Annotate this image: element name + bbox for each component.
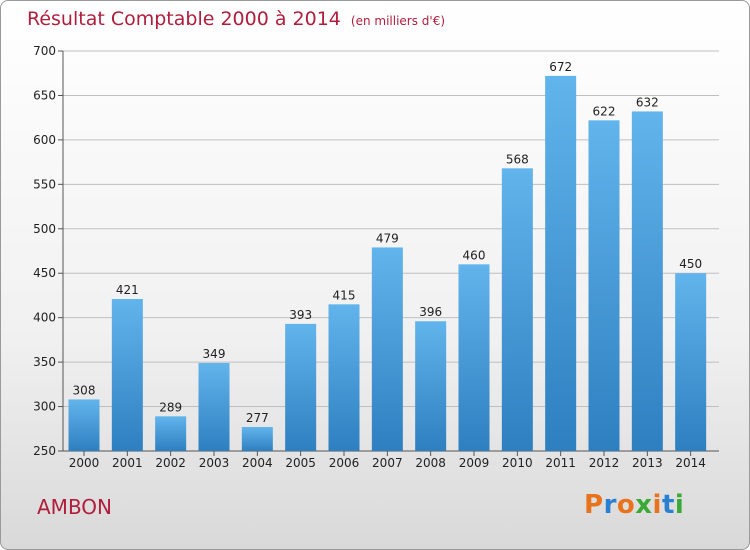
value-label-2003: 349: [203, 347, 226, 361]
x-tick-label-2011: 2011: [545, 456, 576, 470]
y-tick-label: 700: [33, 44, 56, 58]
bar-2004: [241, 427, 273, 451]
value-label-2009: 460: [463, 248, 486, 262]
y-tick-label: 500: [33, 222, 56, 236]
bar-2003: [198, 363, 230, 451]
logo-letter: o: [616, 490, 636, 520]
logo-letter: P: [584, 490, 604, 520]
logo-letter: t: [661, 490, 675, 520]
bar-2001: [111, 299, 143, 451]
x-tick-label-2010: 2010: [502, 456, 533, 470]
bar-2010: [501, 168, 533, 452]
x-tick-label-2009: 2009: [459, 456, 490, 470]
bar-2013: [631, 111, 663, 451]
bar-2005: [285, 323, 317, 451]
value-label-2000: 308: [73, 383, 96, 397]
proxiti-logo[interactable]: Proxiti: [584, 490, 684, 520]
x-tick-label-2006: 2006: [329, 456, 360, 470]
x-tick-label-2000: 2000: [69, 456, 100, 470]
x-tick-label-2008: 2008: [415, 456, 446, 470]
chart-unit: (en milliers d'€): [350, 14, 446, 28]
bar-2002: [155, 416, 187, 451]
x-tick-label-2007: 2007: [372, 456, 403, 470]
value-label-2007: 479: [376, 231, 399, 245]
bar-2009: [458, 264, 490, 451]
bar-2014: [675, 273, 707, 451]
data-labels: 308 421 289 349 277 393 415 479 396 460 568 672 622 6…: [73, 60, 703, 425]
y-tick-label: 300: [33, 400, 56, 414]
x-tick-label-2005: 2005: [285, 456, 316, 470]
logo-letter: x: [635, 490, 653, 520]
chart-title: Résultat Comptable 2000 à 2014 (en millie…: [27, 8, 445, 30]
logo-letter: i: [674, 490, 685, 520]
value-label-2004: 277: [246, 411, 269, 425]
bar-2008: [415, 321, 447, 451]
y-tick-label: 600: [33, 133, 56, 147]
x-tick-label-2003: 2003: [199, 456, 230, 470]
y-tick-label: 400: [33, 311, 56, 325]
chart-title-text: Résultat Comptable 2000 à 2014: [27, 8, 341, 30]
x-tick-label-2004: 2004: [242, 456, 273, 470]
value-label-2014: 450: [679, 257, 702, 271]
x-tick-label-2013: 2013: [632, 456, 663, 470]
value-label-2002: 289: [159, 400, 182, 414]
value-label-2010: 568: [506, 152, 529, 166]
bar-2011: [545, 75, 577, 451]
value-label-2011: 672: [549, 60, 572, 74]
y-tick-label: 450: [33, 266, 56, 280]
bar-2000: [68, 399, 100, 451]
y-tick-label: 350: [33, 355, 56, 369]
value-label-2006: 415: [333, 288, 356, 302]
value-label-2008: 396: [419, 305, 442, 319]
value-label-2001: 421: [116, 283, 139, 297]
bar-2012: [588, 120, 620, 451]
y-tick-label: 550: [33, 177, 56, 191]
y-tick-label: 650: [33, 88, 56, 102]
logo-letter: i: [652, 490, 662, 520]
x-tick-label-2002: 2002: [155, 456, 186, 470]
x-tick-label-2014: 2014: [675, 456, 706, 470]
logo-letter: r: [603, 490, 617, 520]
bar-2007: [371, 247, 403, 451]
value-label-2005: 393: [289, 308, 312, 322]
bar-2006: [328, 304, 360, 451]
y-tick-label: 250: [33, 444, 56, 458]
x-tick-label-2001: 2001: [112, 456, 143, 470]
value-label-2013: 632: [636, 95, 659, 109]
bars: [68, 75, 707, 452]
x-tick-label-2012: 2012: [589, 456, 620, 470]
place-name: AMBON: [37, 495, 113, 519]
value-label-2012: 622: [593, 104, 616, 118]
